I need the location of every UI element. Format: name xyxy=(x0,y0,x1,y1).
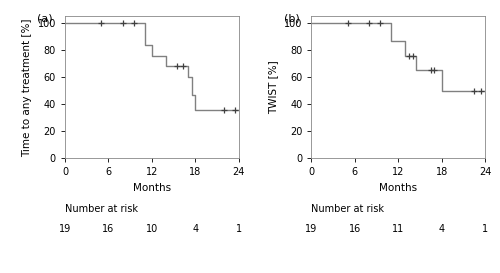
Text: 4: 4 xyxy=(192,224,198,234)
Text: 16: 16 xyxy=(348,224,361,234)
Text: 11: 11 xyxy=(392,224,404,234)
Text: 16: 16 xyxy=(102,224,115,234)
Text: Number at risk: Number at risk xyxy=(65,204,138,214)
Text: 4: 4 xyxy=(438,224,444,234)
Text: 19: 19 xyxy=(59,224,71,234)
Text: (a): (a) xyxy=(37,14,53,23)
Text: Number at risk: Number at risk xyxy=(312,204,384,214)
Y-axis label: Time to any treatment [%]: Time to any treatment [%] xyxy=(22,18,32,157)
Text: (b): (b) xyxy=(284,14,300,23)
X-axis label: Months: Months xyxy=(132,183,171,193)
Text: 10: 10 xyxy=(146,224,158,234)
Text: 19: 19 xyxy=(306,224,318,234)
Text: 1: 1 xyxy=(482,224,488,234)
Y-axis label: TWIST [%]: TWIST [%] xyxy=(268,61,278,114)
X-axis label: Months: Months xyxy=(379,183,418,193)
Text: 1: 1 xyxy=(236,224,242,234)
